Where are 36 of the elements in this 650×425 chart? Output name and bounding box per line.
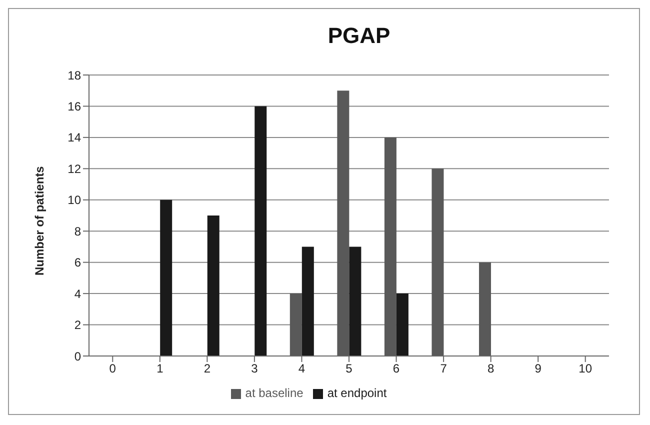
x-tick-label: 3 [251, 362, 258, 376]
x-tick-label: 8 [487, 362, 494, 376]
bar [337, 90, 350, 356]
y-tick-label: 14 [68, 130, 82, 145]
bar [479, 262, 491, 356]
bar [302, 246, 314, 356]
y-tick-label: 4 [74, 286, 82, 301]
bar [349, 246, 362, 356]
y-tick-label: 2 [74, 318, 82, 332]
bar [290, 294, 302, 356]
x-tick-label: 10 [578, 362, 592, 376]
y-tick-label: 8 [74, 224, 82, 238]
x-tick-label: 9 [534, 362, 542, 376]
x-tick-label: 5 [346, 362, 353, 376]
bar [432, 168, 444, 356]
bar [396, 294, 408, 356]
x-tick-label: 7 [440, 362, 448, 376]
y-tick-label: 0 [74, 349, 82, 364]
y-tick-label: 18 [68, 68, 82, 82]
bar [254, 106, 267, 356]
x-tick-label: 0 [109, 362, 116, 376]
legend-label: at baseline [245, 386, 304, 400]
y-tick-label: 10 [68, 193, 82, 208]
legend-label: at endpoint [327, 386, 387, 400]
x-tick-label: 1 [156, 362, 164, 376]
x-tick-label: 4 [298, 362, 306, 376]
x-tick-label: 2 [204, 362, 211, 376]
y-tick-label: 16 [68, 99, 82, 114]
chart-title: PGAP [326, 23, 392, 49]
y-tick-label: 12 [68, 162, 82, 176]
bar [207, 216, 220, 356]
y-axis-title: Number of patients [32, 166, 46, 276]
bar [160, 200, 172, 356]
x-tick-label: 6 [392, 362, 400, 376]
bar [384, 137, 396, 356]
y-tick-label: 6 [74, 256, 82, 270]
